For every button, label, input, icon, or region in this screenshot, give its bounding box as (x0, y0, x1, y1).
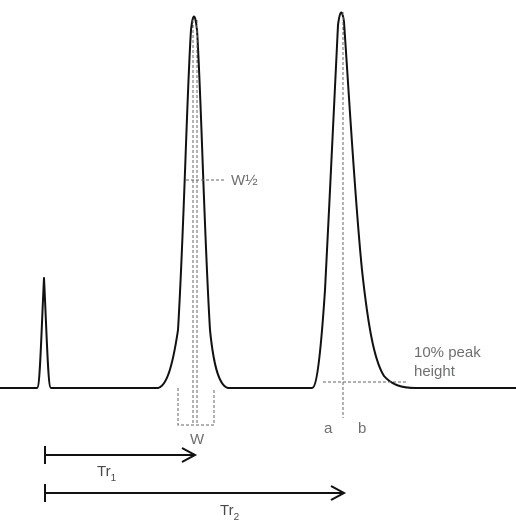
tr2-label: Tr2 (220, 502, 240, 523)
tr1-arrowhead (181, 447, 198, 463)
b-label: b (358, 420, 366, 437)
tr2-arrowhead (330, 485, 347, 501)
tr2-base: Tr (220, 502, 234, 519)
ten-percent-label-line1: 10% peak (414, 344, 481, 361)
w-label: W (190, 431, 205, 448)
chromatogram-trace (0, 11, 516, 389)
a-label: a (324, 420, 333, 437)
tr1-label: Tr1 (97, 463, 117, 484)
tr1-base: Tr (97, 463, 111, 480)
w-half-label: W½ (231, 172, 258, 189)
tr1-subscript: 1 (111, 473, 117, 484)
ten-percent-label-line2: height (414, 363, 456, 380)
tr2-subscript: 2 (234, 512, 240, 523)
w-base-box (177, 388, 215, 426)
